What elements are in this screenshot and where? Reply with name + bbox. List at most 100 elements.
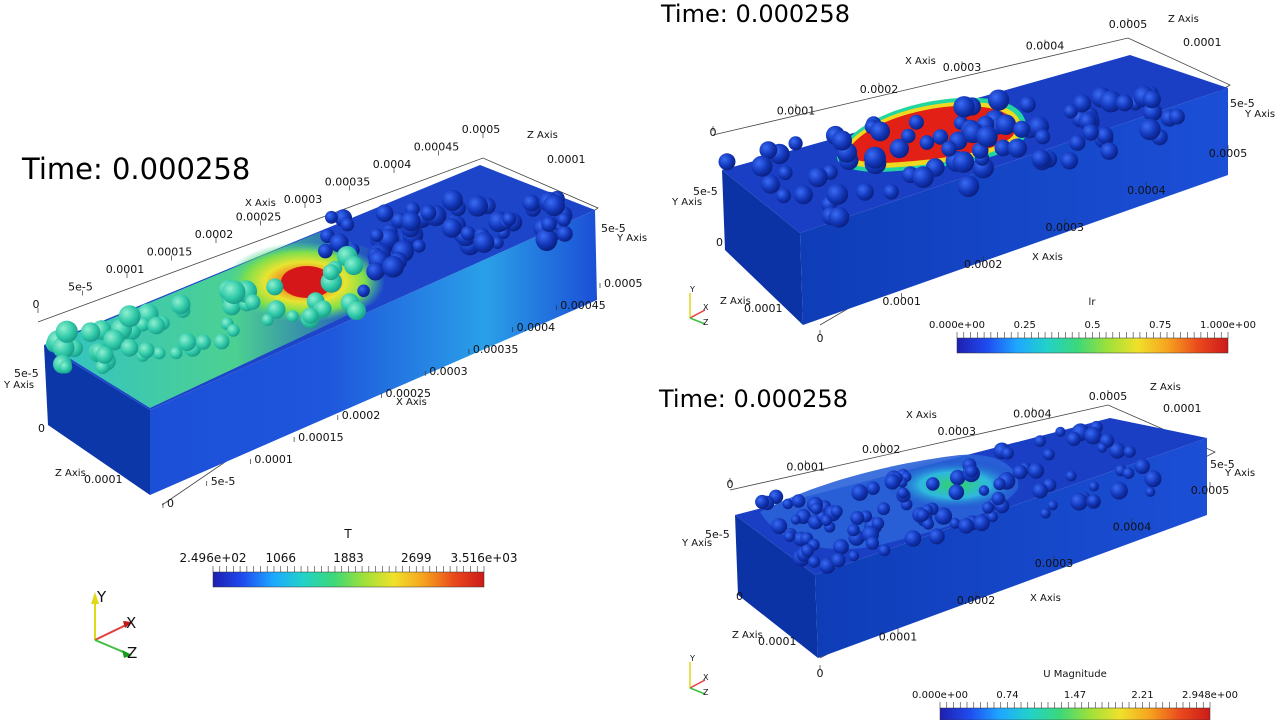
scalar-tick-label: 0.000e+00: [912, 690, 968, 701]
powder-particle: [412, 239, 426, 253]
powder-particle: [178, 332, 197, 352]
powder-particle: [226, 324, 240, 337]
powder-particle: [441, 189, 463, 211]
powder-particle: [473, 231, 495, 253]
orient-x-label: X: [126, 614, 136, 632]
powder-particle: [195, 334, 211, 350]
powder-particle: [302, 307, 319, 324]
powder-particle: [1100, 142, 1118, 160]
box-front-face: [800, 88, 1228, 325]
powder-particle: [778, 165, 793, 181]
front-x-tick-label: 0.00015: [298, 431, 344, 444]
powder-particle: [826, 183, 849, 205]
z-axis-title: Z Axis: [1150, 382, 1181, 393]
powder-particle: [801, 544, 814, 557]
powder-particle: [382, 255, 404, 278]
top-x-tick-label: 0.00015: [147, 246, 193, 259]
powder-particle: [340, 217, 355, 232]
powder-particle: [851, 484, 868, 501]
powder-particle: [865, 536, 880, 550]
scalar-tick-label: 0.25: [1014, 320, 1036, 331]
powder-particle: [261, 313, 274, 326]
powder-particle: [80, 322, 101, 343]
powder-particle: [870, 121, 890, 142]
powder-particle: [1035, 129, 1051, 145]
top-x-tick-label: 0.0001: [786, 460, 825, 473]
powder-particle: [863, 146, 886, 169]
powder-particle: [941, 140, 957, 157]
front-x-tick-label: 0.0001: [882, 295, 921, 308]
powder-particle: [832, 130, 852, 151]
powder-particle: [976, 125, 998, 148]
powder-particle: [138, 342, 155, 359]
powder-particle: [718, 153, 736, 171]
powder-particle: [1034, 435, 1046, 447]
front-x-tick-label: 0.0005: [1209, 147, 1248, 160]
orient-x-label: X: [703, 673, 709, 682]
colormap-bar: [956, 337, 1229, 354]
powder-particle: [266, 300, 286, 319]
powder-particle: [1134, 458, 1150, 474]
powder-particle: [949, 517, 961, 529]
powder-particle: [400, 211, 421, 232]
z-axis-title: Z Axis: [55, 468, 86, 479]
z-tick-label: 0.0001: [1183, 36, 1222, 49]
front-x-tick-label: 0: [817, 332, 824, 345]
powder-particle: [1065, 470, 1077, 482]
z-axis-title: Z Axis: [720, 296, 751, 307]
powder-particle: [375, 204, 394, 222]
top-x-tick-label: 0.0004: [1013, 408, 1052, 421]
front-x-tick-label: 0.00045: [560, 299, 606, 312]
powder-particle: [919, 135, 935, 150]
powder-particle: [322, 264, 339, 281]
powder-particle: [1032, 482, 1048, 499]
box-side-face: [722, 170, 803, 325]
top-x-tick-label: 0.00045: [414, 141, 460, 154]
orientation-axes: Y X Z: [91, 588, 137, 662]
powder-particle: [169, 346, 183, 360]
powder-particle: [782, 498, 794, 510]
y-axis-title: Y Axis: [1244, 109, 1275, 120]
powder-particle: [958, 518, 974, 534]
powder-particle: [1088, 481, 1099, 492]
scalar-tick-label: 2.496e+02: [179, 551, 246, 565]
powder-particle: [1060, 152, 1079, 170]
y-tick-label: 5e-5: [1230, 97, 1255, 110]
orient-y-label: Y: [689, 654, 695, 663]
scalar-tick-label: 1066: [265, 551, 296, 565]
orientation-axes: Y X Z: [689, 285, 709, 327]
y-tick-label: 5e-5: [14, 367, 39, 380]
powder-particle: [784, 531, 795, 542]
powder-particle: [1019, 96, 1036, 113]
powder-particle: [856, 182, 874, 201]
powder-particle: [1082, 123, 1099, 141]
scalar-tick-label: 3.516e+03: [450, 551, 517, 565]
x-axis-title: X Axis: [906, 410, 937, 421]
y-axis-title: Y Axis: [616, 233, 647, 244]
top-x-tick-label: 0.0004: [373, 158, 412, 171]
time-label: Time: 0.000258: [659, 385, 848, 413]
front-x-tick-label: 0: [817, 667, 824, 680]
powder-particle: [502, 211, 517, 226]
powder-particle: [147, 316, 166, 335]
powder-particle: [982, 501, 994, 514]
powder-particle: [1070, 492, 1088, 511]
top-x-tick-label: 0.0005: [462, 123, 501, 136]
y-axis-title: Y Axis: [3, 380, 34, 391]
front-x-tick-label: 0.0003: [429, 365, 468, 378]
y-tick-label: 5e-5: [705, 528, 730, 541]
top-x-tick-label: 0.0004: [1026, 40, 1065, 53]
powder-particle: [541, 216, 557, 232]
powder-particle: [1012, 464, 1028, 480]
powder-particle: [1084, 427, 1102, 445]
z-axis-title: Z Axis: [1168, 14, 1199, 25]
top-x-tick-label: 0: [710, 126, 717, 139]
powder-particle: [808, 555, 821, 568]
scalar-bar: T 2.496e+02 1066 1883 2699 3.516e+03: [179, 527, 518, 588]
front-x-tick-label: 0.0004: [1127, 184, 1166, 197]
powder-particle: [973, 514, 990, 532]
powder-particle: [1087, 494, 1101, 508]
scalar-tick-label: 2.948e+00: [1182, 690, 1238, 701]
y-tick-label: 5e-5: [693, 185, 718, 198]
